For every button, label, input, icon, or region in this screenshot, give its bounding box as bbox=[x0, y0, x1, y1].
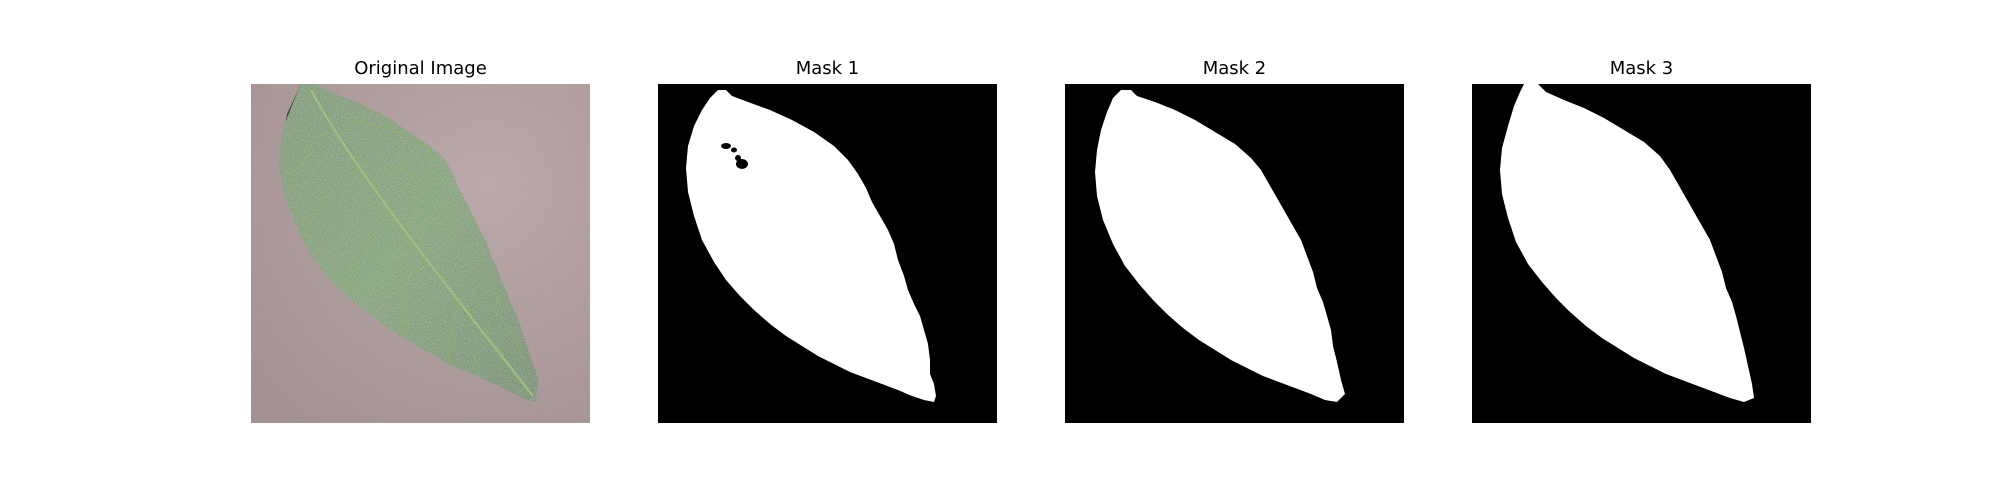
leaf-mask-1 bbox=[658, 84, 997, 423]
panel-title: Original Image bbox=[354, 58, 487, 79]
panel-original-image: Original Image bbox=[251, 0, 590, 440]
leaf-mask-3 bbox=[1472, 84, 1811, 423]
panel-title: Mask 3 bbox=[1609, 58, 1674, 79]
panel-mask-3: Mask 3 bbox=[1472, 0, 1811, 440]
panel-mask-2: Mask 2 bbox=[1065, 0, 1404, 440]
leaf-photo bbox=[251, 84, 590, 423]
panel-title: Mask 2 bbox=[1202, 58, 1267, 79]
panel-title: Mask 1 bbox=[795, 58, 860, 79]
leaf-mask-2 bbox=[1065, 84, 1404, 423]
panel-mask-1: Mask 1 bbox=[658, 0, 997, 440]
